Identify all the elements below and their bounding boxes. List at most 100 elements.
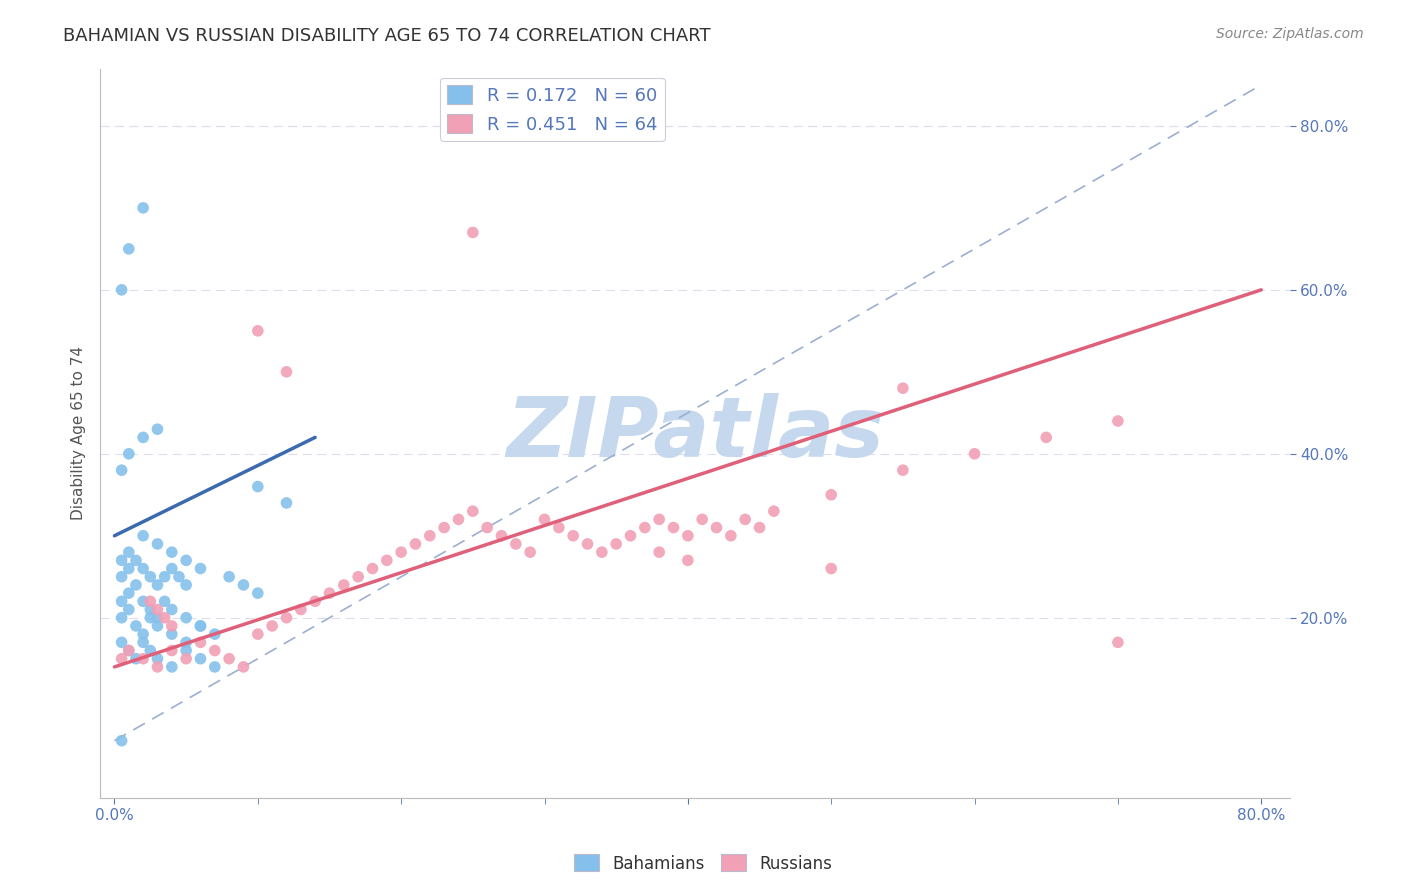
- Point: [190, 619, 212, 633]
- Point: [139, 594, 162, 608]
- Point: [111, 463, 134, 477]
- Point: [246, 627, 269, 641]
- Point: [160, 545, 183, 559]
- Point: [748, 520, 770, 534]
- Point: [132, 627, 155, 641]
- Point: [204, 660, 226, 674]
- Point: [174, 643, 197, 657]
- Text: BAHAMIAN VS RUSSIAN DISABILITY AGE 65 TO 74 CORRELATION CHART: BAHAMIAN VS RUSSIAN DISABILITY AGE 65 TO…: [63, 27, 711, 45]
- Point: [891, 463, 914, 477]
- Point: [204, 627, 226, 641]
- Point: [491, 529, 513, 543]
- Point: [190, 651, 212, 665]
- Point: [246, 586, 269, 600]
- Point: [125, 553, 148, 567]
- Point: [118, 602, 141, 616]
- Point: [433, 520, 456, 534]
- Point: [246, 479, 269, 493]
- Point: [160, 643, 183, 657]
- Point: [146, 422, 169, 436]
- Point: [118, 643, 141, 657]
- Point: [160, 627, 183, 641]
- Point: [174, 651, 197, 665]
- Point: [132, 635, 155, 649]
- Point: [246, 324, 269, 338]
- Point: [111, 594, 134, 608]
- Point: [146, 660, 169, 674]
- Point: [262, 619, 284, 633]
- Point: [174, 635, 197, 649]
- Point: [218, 570, 240, 584]
- Point: [648, 512, 671, 526]
- Point: [111, 635, 134, 649]
- Point: [232, 660, 254, 674]
- Point: [218, 651, 240, 665]
- Point: [111, 283, 134, 297]
- Point: [139, 611, 162, 625]
- Point: [132, 201, 155, 215]
- Point: [290, 602, 312, 616]
- Point: [605, 537, 627, 551]
- Point: [720, 529, 742, 543]
- Point: [146, 611, 169, 625]
- Point: [125, 619, 148, 633]
- Point: [318, 586, 340, 600]
- Point: [160, 602, 183, 616]
- Point: [153, 570, 176, 584]
- Point: [146, 651, 169, 665]
- Point: [304, 594, 326, 608]
- Point: [375, 553, 398, 567]
- Point: [648, 545, 671, 559]
- Point: [276, 365, 298, 379]
- Point: [333, 578, 356, 592]
- Point: [619, 529, 641, 543]
- Point: [461, 504, 484, 518]
- Point: [276, 611, 298, 625]
- Point: [160, 660, 183, 674]
- Point: [461, 226, 484, 240]
- Point: [139, 570, 162, 584]
- Point: [118, 447, 141, 461]
- Legend: R = 0.172   N = 60, R = 0.451   N = 64: R = 0.172 N = 60, R = 0.451 N = 64: [440, 78, 665, 141]
- Point: [361, 561, 384, 575]
- Point: [174, 611, 197, 625]
- Point: [111, 611, 134, 625]
- Point: [111, 553, 134, 567]
- Point: [125, 578, 148, 592]
- Point: [734, 512, 756, 526]
- Text: Source: ZipAtlas.com: Source: ZipAtlas.com: [1216, 27, 1364, 41]
- Point: [634, 520, 657, 534]
- Point: [132, 594, 155, 608]
- Point: [190, 561, 212, 575]
- Point: [276, 496, 298, 510]
- Point: [820, 488, 842, 502]
- Point: [820, 561, 842, 575]
- Point: [533, 512, 555, 526]
- Point: [447, 512, 470, 526]
- Point: [232, 578, 254, 592]
- Point: [118, 643, 141, 657]
- Point: [190, 635, 212, 649]
- Point: [146, 537, 169, 551]
- Point: [891, 381, 914, 395]
- Point: [132, 561, 155, 575]
- Point: [389, 545, 412, 559]
- Point: [547, 520, 569, 534]
- Point: [347, 570, 370, 584]
- Point: [706, 520, 728, 534]
- Point: [174, 553, 197, 567]
- Point: [1107, 635, 1129, 649]
- Point: [762, 504, 785, 518]
- Point: [204, 643, 226, 657]
- Point: [139, 643, 162, 657]
- Point: [676, 553, 699, 567]
- Point: [690, 512, 713, 526]
- Point: [190, 619, 212, 633]
- Point: [111, 733, 134, 747]
- Point: [132, 430, 155, 444]
- Point: [562, 529, 585, 543]
- Point: [132, 529, 155, 543]
- Point: [118, 561, 141, 575]
- Point: [132, 651, 155, 665]
- Point: [419, 529, 441, 543]
